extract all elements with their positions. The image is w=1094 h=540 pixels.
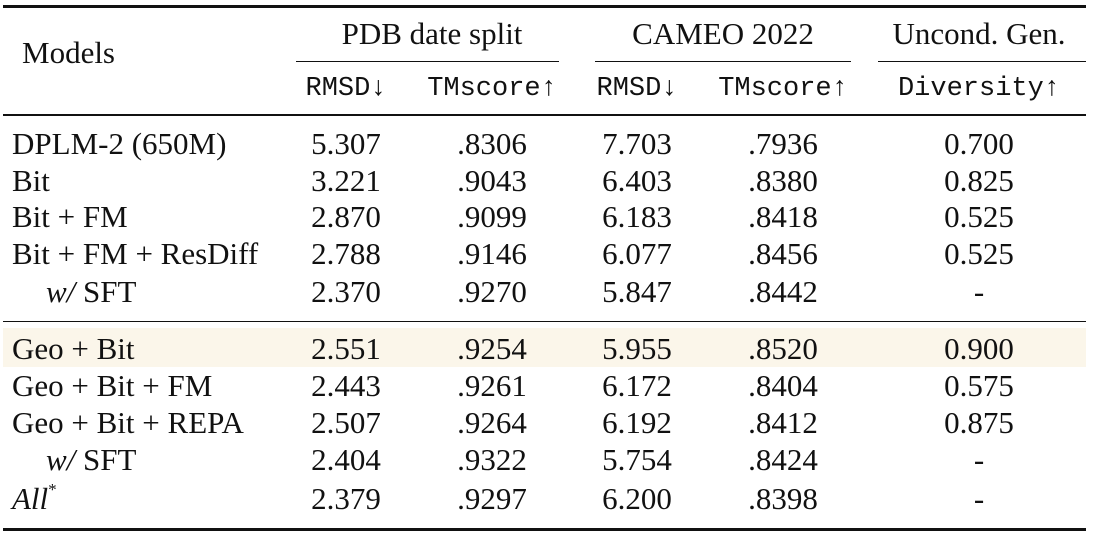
cell-value: .9099 bbox=[457, 199, 527, 234]
row-model-name: w/ SFT bbox=[46, 276, 136, 307]
row-model-name: Geo + Bit bbox=[12, 331, 135, 366]
group-underline-pdb bbox=[296, 61, 559, 63]
row-model-name: Bit bbox=[12, 163, 50, 198]
section-rule bbox=[3, 321, 1086, 323]
cell-value: 2.870 bbox=[311, 199, 381, 234]
row-model-name: Bit + FM bbox=[12, 199, 128, 234]
cell-value: 5.307 bbox=[311, 126, 381, 161]
cell-value: .7936 bbox=[748, 126, 818, 161]
cell-value: 2.404 bbox=[311, 442, 381, 477]
cell-value: .9322 bbox=[457, 442, 527, 477]
cell-value: 6.200 bbox=[602, 481, 672, 516]
row-model-name: Bit + FM + ResDiff bbox=[12, 236, 259, 271]
cell-value: 0.525 bbox=[944, 199, 1014, 234]
cell-value: 6.172 bbox=[602, 368, 672, 403]
models-header: Models bbox=[22, 35, 115, 70]
cell-value: 0.700 bbox=[944, 126, 1014, 161]
model-name-rest: SFT bbox=[75, 442, 137, 477]
cell-value: 2.443 bbox=[311, 368, 381, 403]
cell-value: - bbox=[973, 442, 985, 477]
bottom-rule bbox=[3, 528, 1086, 531]
cell-value: .8398 bbox=[748, 481, 818, 516]
cell-value: 5.754 bbox=[602, 442, 672, 477]
cell-value: .8306 bbox=[457, 126, 527, 161]
cell-value: 0.875 bbox=[944, 405, 1014, 440]
cell-value: 2.507 bbox=[311, 405, 381, 440]
metric-header-rmsd-pdb: RMSD↓ bbox=[305, 74, 387, 104]
row-model-name: w/ SFT bbox=[46, 444, 136, 475]
cell-value: 2.370 bbox=[311, 274, 381, 309]
cell-value: .9146 bbox=[457, 236, 527, 271]
cell-value: .8404 bbox=[748, 368, 818, 403]
highlight-row-bg bbox=[3, 328, 1086, 367]
cell-value: .8412 bbox=[748, 405, 818, 440]
cell-value: 6.183 bbox=[602, 199, 672, 234]
metric-header-tmscore-cameo: TMscore↑ bbox=[718, 74, 848, 104]
group-header-pdb: PDB date split bbox=[341, 16, 523, 51]
cell-value: .9254 bbox=[457, 331, 527, 366]
header-rule bbox=[3, 114, 1086, 116]
cell-value: 6.192 bbox=[602, 405, 672, 440]
cell-value: .8442 bbox=[748, 274, 818, 309]
cell-value: 0.575 bbox=[944, 368, 1014, 403]
group-underline-cameo bbox=[595, 61, 851, 63]
row-model-name: Geo + Bit + REPA bbox=[12, 405, 244, 440]
cell-value: - bbox=[973, 274, 985, 309]
group-underline-uncond bbox=[878, 61, 1086, 63]
cell-value: - bbox=[973, 481, 985, 516]
model-name-italic: All bbox=[12, 481, 49, 516]
cell-value: 6.403 bbox=[602, 163, 672, 198]
cell-value: .9264 bbox=[457, 405, 527, 440]
cell-value: .8424 bbox=[748, 442, 818, 477]
model-name-italic: w/ bbox=[46, 442, 76, 477]
top-rule bbox=[3, 5, 1086, 8]
cell-value: 5.955 bbox=[602, 331, 672, 366]
cell-value: .9270 bbox=[457, 274, 527, 309]
cell-value: .9261 bbox=[457, 368, 527, 403]
cell-value: .8418 bbox=[748, 199, 818, 234]
cell-value: .9043 bbox=[457, 163, 527, 198]
row-model-name: All* bbox=[12, 480, 57, 516]
cell-value: 2.379 bbox=[311, 481, 381, 516]
group-header-uncond: Uncond. Gen. bbox=[892, 16, 1066, 51]
cell-value: 5.847 bbox=[602, 274, 672, 309]
model-name-superscript: * bbox=[48, 480, 57, 499]
cell-value: .8456 bbox=[748, 236, 818, 271]
cell-value: 7.703 bbox=[602, 126, 672, 161]
metric-header-tmscore-pdb: TMscore↑ bbox=[427, 74, 557, 104]
cell-value: 3.221 bbox=[311, 163, 381, 198]
cell-value: 2.788 bbox=[311, 236, 381, 271]
model-name-rest: SFT bbox=[75, 274, 137, 309]
metric-header-diversity: Diversity↑ bbox=[897, 74, 1061, 104]
metric-header-rmsd-cameo: RMSD↓ bbox=[596, 74, 678, 104]
model-name-italic: w/ bbox=[46, 274, 76, 309]
cell-value: .9297 bbox=[457, 481, 527, 516]
cell-value: 2.551 bbox=[311, 331, 381, 366]
cell-value: 6.077 bbox=[602, 236, 672, 271]
group-header-cameo: CAMEO 2022 bbox=[632, 16, 814, 51]
cell-value: .8520 bbox=[748, 331, 818, 366]
cell-value: .8380 bbox=[748, 163, 818, 198]
row-model-name: DPLM-2 (650M) bbox=[12, 126, 227, 161]
row-model-name: Geo + Bit + FM bbox=[12, 368, 213, 403]
cell-value: 0.525 bbox=[944, 236, 1014, 271]
cell-value: 0.825 bbox=[944, 163, 1014, 198]
cell-value: 0.900 bbox=[944, 331, 1014, 366]
